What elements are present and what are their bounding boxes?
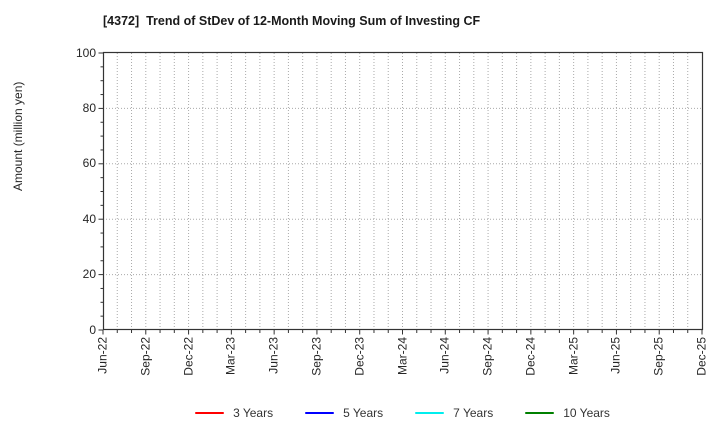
legend-item: 10 Years bbox=[525, 406, 610, 420]
legend-item: 3 Years bbox=[195, 406, 273, 420]
legend-label: 10 Years bbox=[563, 406, 610, 420]
plot-border bbox=[102, 51, 704, 331]
y-tick-label: 20 bbox=[82, 267, 96, 282]
legend-line-swatch bbox=[195, 411, 225, 415]
y-tick-label: 100 bbox=[75, 45, 96, 60]
y-tick-label: 80 bbox=[82, 100, 96, 115]
legend-label: 3 Years bbox=[233, 406, 274, 420]
y-tick-label: 0 bbox=[89, 322, 96, 337]
legend-label: 5 Years bbox=[343, 406, 384, 420]
legend-label: 7 Years bbox=[453, 406, 494, 420]
legend: 3 Years 5 Years 7 Years 10 Years bbox=[103, 403, 702, 423]
y-tick-label: 60 bbox=[82, 156, 96, 171]
legend-line-swatch bbox=[525, 411, 555, 415]
chart-title: [4372] Trend of StDev of 12-Month Moving… bbox=[103, 14, 481, 28]
y-tick-label: 40 bbox=[82, 211, 96, 226]
legend-line-swatch bbox=[305, 411, 335, 415]
legend-line-swatch bbox=[415, 411, 445, 415]
legend-item: 7 Years bbox=[415, 406, 493, 420]
legend-item: 5 Years bbox=[305, 406, 383, 420]
